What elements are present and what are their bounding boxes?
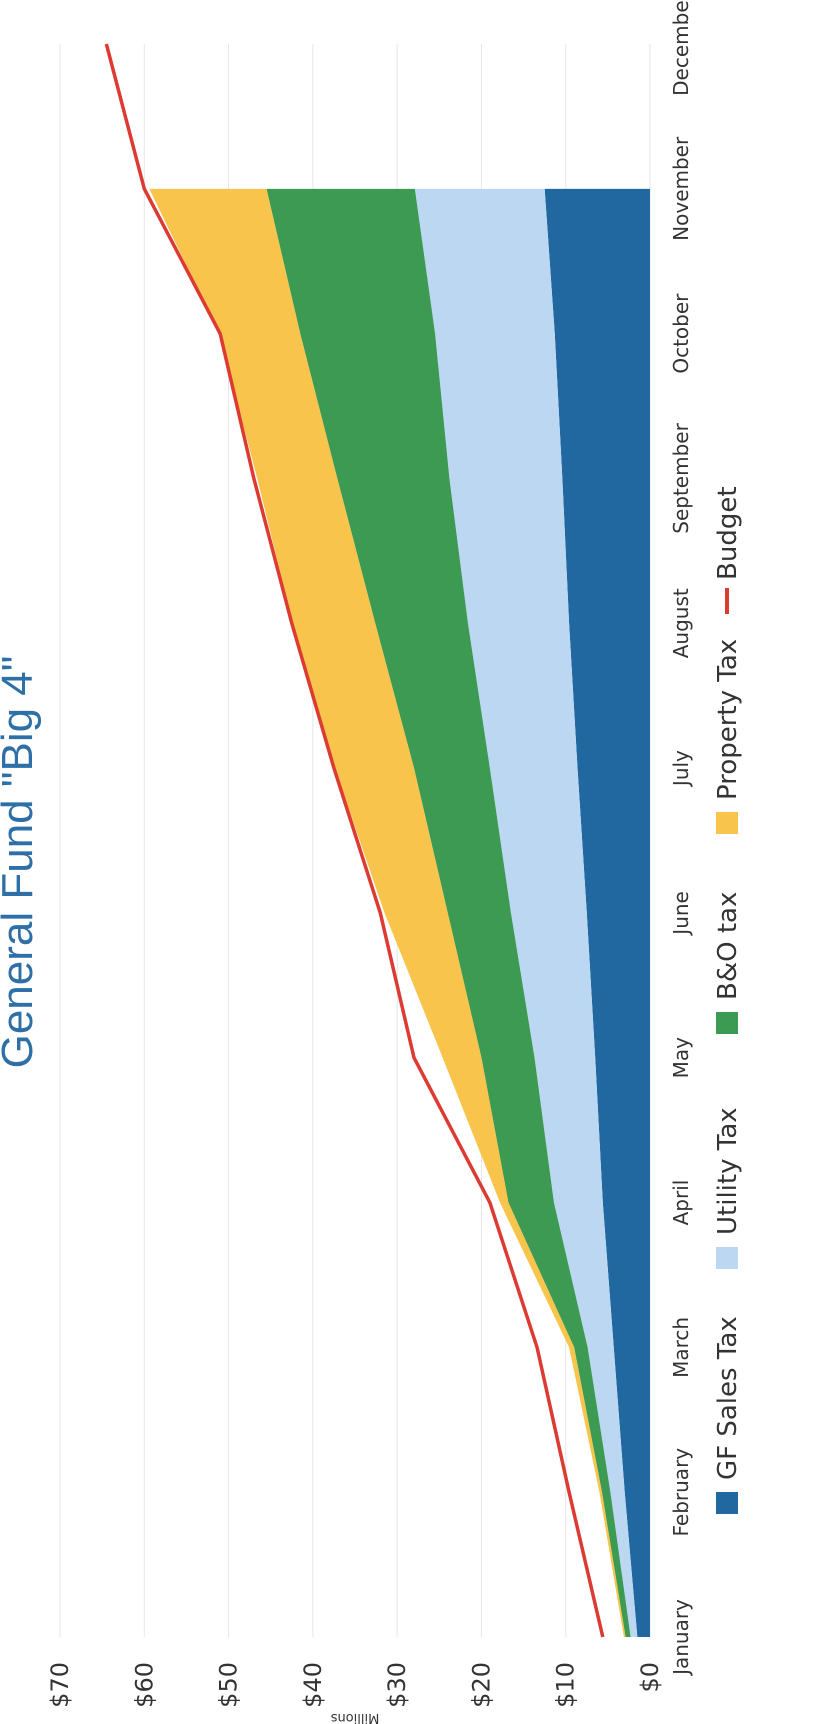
- x-tick-label: January: [669, 1599, 693, 1677]
- chart-title: General Fund "Big 4": [0, 656, 42, 1069]
- y-tick-label: $20: [467, 1662, 495, 1708]
- area-utility-tax: [414, 188, 638, 1637]
- legend-label: Property Tax: [713, 639, 743, 800]
- x-tick-label: December: [669, 0, 693, 96]
- x-tick-label: April: [669, 1180, 693, 1226]
- budget-line-layer: [104, 43, 605, 1638]
- x-tick-label: November: [669, 136, 693, 241]
- y-tick-label: $30: [383, 1662, 411, 1708]
- x-tick-label: July: [669, 750, 693, 788]
- x-tick-label: October: [669, 293, 693, 374]
- legend-label: B&O tax: [713, 892, 743, 1000]
- legend-label: Budget: [713, 486, 743, 580]
- legend-label: GF Sales Tax: [713, 1316, 743, 1480]
- area-gf-sales-tax: [544, 188, 650, 1637]
- legend-swatch: [716, 812, 738, 834]
- y-tick-label: $40: [299, 1662, 327, 1708]
- x-tick-label: May: [669, 1037, 693, 1079]
- area-property-tax: [149, 188, 626, 1637]
- stacked-areas: [149, 188, 650, 1637]
- y-axis-ticks: $0 $10 $20 $30 $40 $50 $60 $70: [46, 1662, 664, 1708]
- y-tick-label: $0: [636, 1662, 664, 1693]
- y-axis-label: Millions: [330, 1710, 379, 1724]
- x-tick-label: September: [669, 422, 693, 533]
- legend: GF Sales Tax Utility Tax B&O tax Property T…: [713, 486, 743, 1514]
- legend-swatch: [716, 1492, 738, 1514]
- legend-swatch: [716, 1247, 738, 1269]
- x-tick-label: March: [669, 1317, 693, 1378]
- legend-swatch: [716, 1012, 738, 1034]
- y-tick-label: $50: [215, 1662, 243, 1708]
- x-tick-label: February: [669, 1448, 693, 1537]
- y-tick-label: $70: [46, 1662, 74, 1708]
- x-tick-label: June: [669, 891, 693, 937]
- y-tick-label: $60: [130, 1662, 158, 1708]
- x-axis-ticks: January February March April May June July Augu…: [669, 0, 693, 1677]
- legend-label: Utility Tax: [713, 1107, 743, 1235]
- area-b-o-tax: [266, 188, 631, 1637]
- x-tick-label: August: [669, 588, 693, 658]
- y-tick-label: $10: [552, 1662, 580, 1708]
- line-budget: [104, 43, 605, 1638]
